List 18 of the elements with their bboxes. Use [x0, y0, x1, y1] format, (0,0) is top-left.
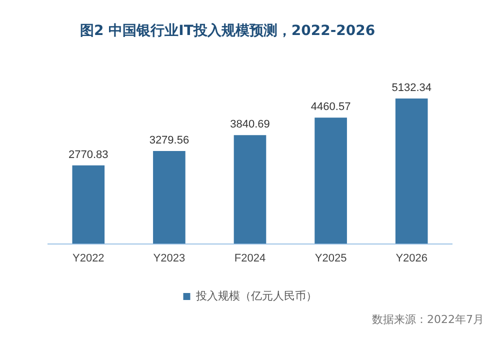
bar: [314, 118, 347, 244]
x-tick-label: F2024: [234, 252, 266, 264]
x-tick-label: Y2022: [72, 252, 104, 264]
data-label: 3279.56: [149, 134, 190, 147]
source-note: 数据来源：2022年7月: [371, 312, 485, 327]
data-label: 3840.69: [230, 118, 270, 131]
data-label: 5132.34: [392, 82, 432, 94]
bar: [72, 165, 105, 244]
x-tick-label: Y2023: [153, 252, 186, 264]
legend-label: 投入规模（亿元人民币）: [194, 289, 317, 302]
bar: [153, 150, 186, 244]
x-tick-label: Y2025: [314, 252, 347, 264]
bar: [395, 98, 428, 244]
data-label: 4460.57: [310, 101, 351, 114]
data-label: 2770.83: [68, 148, 108, 161]
bar: [234, 135, 266, 244]
x-tick-label: Y2026: [396, 252, 428, 264]
chart-title: 图2 中国银行业IT投入规模预测，2022-2026: [79, 22, 376, 41]
